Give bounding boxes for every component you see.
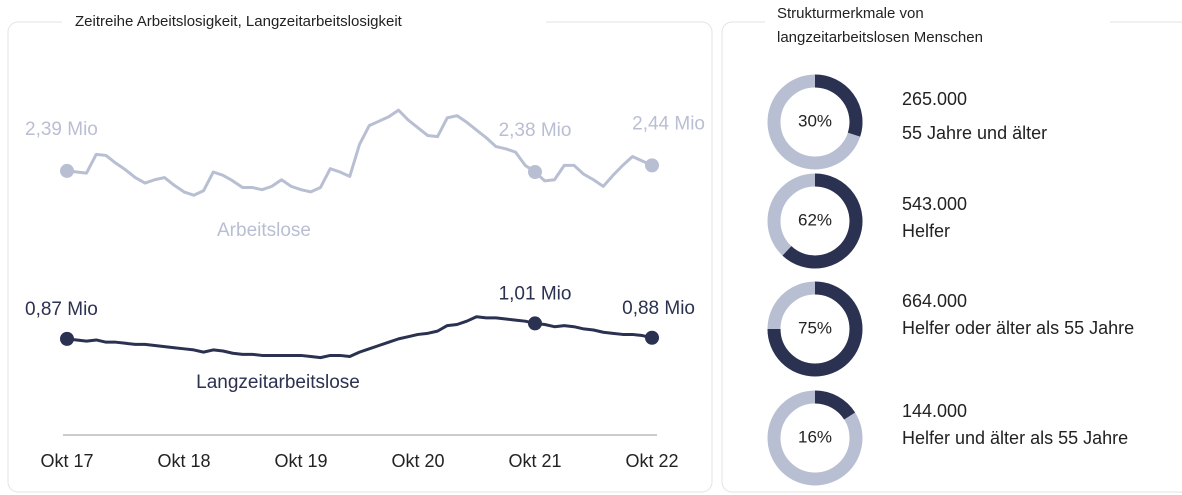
data-label: 2,39 Mio (25, 119, 98, 140)
donut-label: 62% (798, 210, 832, 229)
count-label: 265.000 (902, 89, 968, 109)
point-marker (645, 330, 659, 345)
title-gap (62, 10, 546, 35)
data-label: 0,87 Mio (25, 299, 98, 320)
count-label: 664.000 (902, 291, 968, 311)
x-tick-label: Okt 20 (391, 451, 444, 471)
series-line (66, 108, 653, 197)
donut-arc (814, 74, 863, 137)
point-marker (645, 158, 659, 173)
x-tick-label: Okt 19 (274, 451, 327, 471)
x-tick-label: Okt 22 (625, 451, 678, 471)
x-tick-label: Okt 17 (40, 451, 93, 471)
data-label: 1,01 Mio (499, 283, 572, 304)
data-label: 0,88 Mio (622, 298, 695, 319)
left-panel (7, 21, 713, 493)
donut-label: 16% (798, 427, 832, 446)
donut-arc (767, 281, 863, 377)
category-label: 55 Jahre und älter (902, 123, 1048, 143)
category-label: Helfer oder älter als 55 Jahre (902, 318, 1135, 338)
title-gap (765, 0, 1110, 45)
data-label: 2,38 Mio (499, 120, 572, 141)
chart-title: Zeitreihe Arbeitslosigkeit, Langzeitarbe… (75, 13, 403, 30)
category-label: Helfer und älter als 55 Jahre (902, 428, 1129, 448)
point-marker (60, 331, 74, 346)
x-tick-label: Okt 21 (508, 451, 561, 471)
category-label: Helfer (902, 221, 951, 241)
chart-title: Strukturmerkmale von langzeitarbeitslose… (777, 5, 983, 46)
count-label: 543.000 (902, 194, 968, 214)
series-label: Langzeitarbeitslose (196, 372, 360, 393)
series-line (66, 315, 653, 360)
donut-label: 75% (798, 318, 832, 337)
donut-arc (782, 173, 863, 269)
x-tick-label: Okt 18 (157, 451, 210, 471)
point-marker (60, 163, 74, 178)
point-marker (528, 165, 542, 180)
point-marker (528, 316, 542, 331)
count-label: 144.000 (902, 401, 968, 421)
series-label: Arbeitslose (217, 220, 311, 241)
donut-label: 30% (798, 111, 832, 130)
donut-arc (814, 390, 856, 420)
data-label: 2,44 Mio (632, 113, 705, 134)
